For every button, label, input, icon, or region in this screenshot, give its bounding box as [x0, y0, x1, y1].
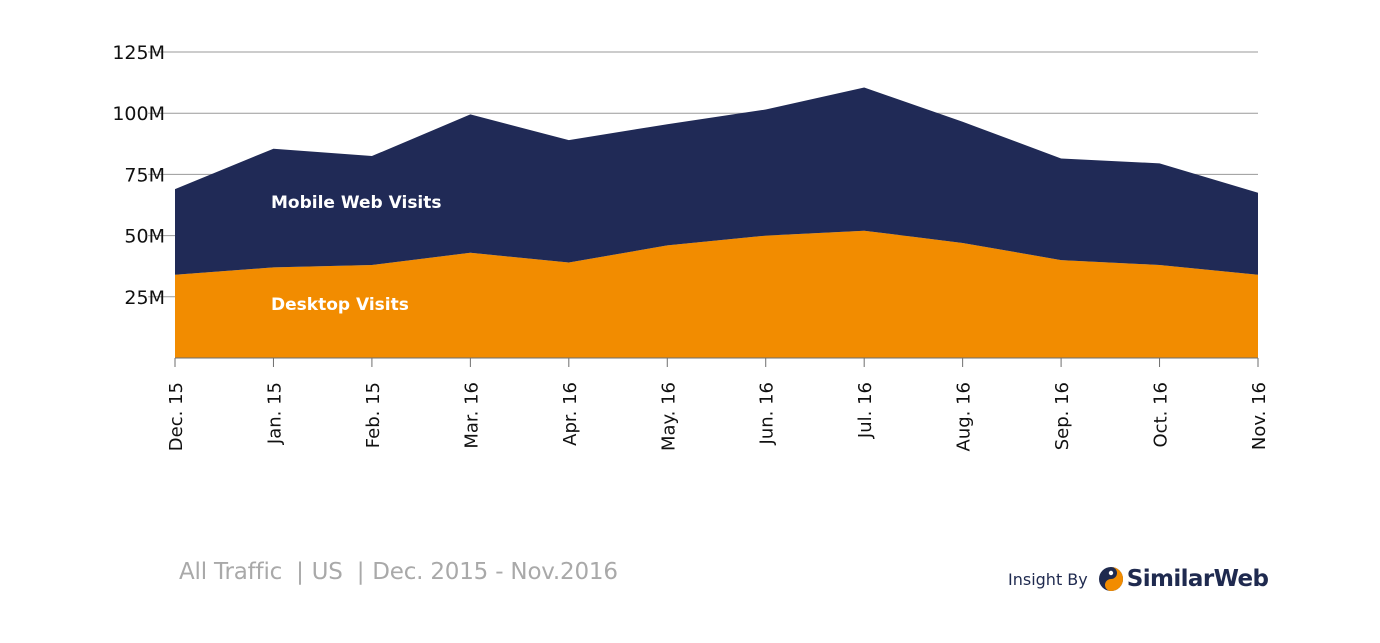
footer-date-range: Dec. 2015 - Nov.2016	[372, 559, 618, 585]
brand-name: SimilarWeb	[1126, 566, 1269, 592]
x-tick-label: Jun. 16	[757, 382, 778, 445]
x-tick-label: Mar. 16	[461, 382, 482, 449]
y-axis-ticks: 25M 50M 75M 100M 125M	[112, 42, 165, 309]
y-tick-label: 100M	[112, 103, 165, 125]
footer-separator: |	[356, 559, 365, 585]
chart-footer: All Traffic | US | Dec. 2015 - Nov.2016	[179, 559, 618, 585]
y-tick-label: 50M	[124, 226, 165, 248]
y-tick-label: 125M	[112, 42, 165, 64]
area-mobile-web-visits	[175, 87, 1258, 275]
x-tick-label: Nov. 16	[1249, 382, 1270, 450]
y-tick-label: 25M	[124, 287, 165, 309]
x-axis-ticks: Dec. 15 Jan. 15 Feb. 15 Mar. 16 Apr. 16 May. …	[166, 382, 1270, 452]
brand-attribution: Insight By SimilarWeb	[1008, 562, 1269, 596]
similarweb-logo-icon	[1098, 567, 1123, 591]
series-labels: Mobile Web Visits Desktop Visits	[271, 193, 442, 315]
x-tick-label: Dec. 15	[166, 382, 187, 451]
y-tick-label: 75M	[124, 164, 165, 186]
x-tick-label: Feb. 15	[363, 382, 384, 448]
chart-areas	[175, 87, 1258, 358]
brand-prefix: Insight By	[1008, 569, 1088, 589]
x-tick-label: Aug. 16	[954, 382, 975, 452]
x-tick-label: Jul. 16	[855, 382, 876, 439]
x-tick-label: Oct. 16	[1151, 382, 1172, 447]
x-tick-label: Apr. 16	[560, 382, 581, 446]
x-tick-label: May. 16	[658, 382, 679, 451]
x-tick-label: Sep. 16	[1052, 382, 1073, 450]
area-desktop-visits	[175, 230, 1258, 358]
series-label-desktop-visits: Desktop Visits	[271, 295, 409, 315]
footer-separator: |	[296, 559, 304, 585]
footer-country: US	[311, 559, 343, 585]
x-tick-label: Jan. 15	[264, 382, 285, 445]
series-label-mobile-web-visits: Mobile Web Visits	[271, 193, 442, 213]
x-axis-baseline	[174, 357, 1259, 367]
footer-traffic-type: All Traffic	[179, 559, 283, 585]
